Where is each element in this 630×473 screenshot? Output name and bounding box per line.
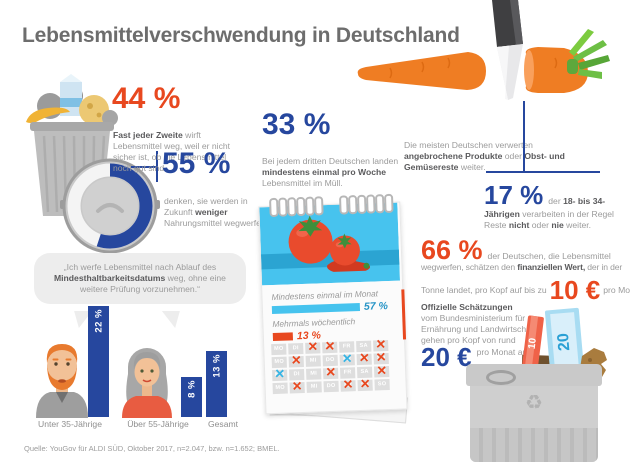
calendar-cell: SO <box>374 379 390 391</box>
official-line: gehen pro Kopf von rund <box>421 335 516 345</box>
stat-44-bold: Fast jeder Zweite <box>113 129 183 140</box>
bar-value-label: 13 % <box>211 354 222 378</box>
stat-17-value: 17 % <box>484 179 544 210</box>
x-mark-icon: × <box>274 365 285 383</box>
recycle-icon: ♻ <box>525 392 543 414</box>
stat-55-value: 55 % <box>162 147 231 180</box>
stat-33-value: 33 % <box>262 108 331 141</box>
spiral-ring <box>383 193 394 214</box>
connector-line-17-h <box>486 171 600 173</box>
calendar-cell: MO × <box>272 365 288 383</box>
x-mark-icon: × <box>376 362 387 380</box>
x-mark-icon: × <box>308 338 318 356</box>
gauge-arc <box>67 163 153 249</box>
recycle-bin-lid <box>466 364 602 386</box>
calendar-cell: MI <box>306 381 322 393</box>
stat-10eur-value: 10 € <box>549 275 601 305</box>
x-mark-icon: × <box>358 349 370 368</box>
calendar-cell: SO × <box>373 362 390 380</box>
stat-17-text: 17 % der 18- bis 34-Jährigen verarbeiten … <box>484 179 614 230</box>
recycle-bin-icon: ♻ <box>470 386 598 462</box>
stat-66-row1: 66 % der Deutschen, die Lebensmittel <box>421 235 611 265</box>
stat-33-text: Bei jedem dritten Deutschen landen minde… <box>262 155 399 188</box>
cal-bar-1 <box>272 331 293 341</box>
calendar-cell: MI <box>305 355 321 367</box>
calendar-cell: DO × <box>323 363 339 382</box>
official-line: Ernährung und Landwirtschaft <box>421 324 536 334</box>
bar-value-label: 8 % <box>186 380 197 398</box>
bar-category-label: Unter 35-Jährige <box>37 419 102 429</box>
x-mark-icon: × <box>292 378 303 396</box>
calendar-cell: MI <box>306 368 322 380</box>
cal-bar-value: 57 % <box>363 299 389 313</box>
stat-66-row2: wegwerfen, schätzen den finanziellen Wer… <box>421 262 623 272</box>
calendar-cell: MO <box>271 343 287 356</box>
tomato-illustration <box>259 202 400 286</box>
speech-bubble: „Ich werfe Lebensmittel nach Ablauf des … <box>34 253 246 304</box>
bar-category-label: Gesamt <box>207 419 239 429</box>
stat-44-text: Fast jeder Zweite wirft Lebensmittel weg… <box>113 129 231 173</box>
cal-bar-0 <box>271 302 361 314</box>
stat-55-text: denken, sie werden in Zukunft weniger Na… <box>164 195 269 228</box>
calendar-red-edge <box>401 289 407 340</box>
reuse-text: Die meisten Deutschen verwerten angebroc… <box>404 139 565 172</box>
bin-ridges <box>470 428 598 462</box>
calendar-cell: DI × <box>288 352 304 370</box>
x-mark-icon: × <box>360 375 370 393</box>
stat-66-row3: Tonne landet, pro Kopf auf bis zu 10 € p… <box>421 275 630 305</box>
bar-0: 22 % <box>88 306 109 417</box>
x-mark-icon: × <box>342 350 352 368</box>
quote-text: „Ich werfe Lebensmittel nach Ablauf des … <box>54 262 226 294</box>
calendar-cell: MI × <box>305 338 321 356</box>
stat-44-value: 44 % <box>112 82 181 115</box>
official-value-row: 20 € pro Monat aus. <box>421 342 534 372</box>
connector-tick-55 <box>156 151 158 182</box>
source-note: Quelle: YouGov für ALDI SÜD, Oktober 201… <box>24 444 280 453</box>
bar-1: 8 % <box>181 377 202 417</box>
x-mark-icon: × <box>325 363 336 382</box>
official-heading: Offizielle Schätzungen <box>421 302 513 312</box>
calendar-cell: DO <box>323 380 339 393</box>
official-line: vom Bundesministerium für <box>421 313 526 323</box>
stat-20eur-value: 20 € <box>421 342 472 372</box>
calendar-cell: MO <box>272 382 288 395</box>
woman-avatar <box>122 348 172 418</box>
x-mark-icon: × <box>342 376 354 394</box>
trash-lid-gauge-icon <box>60 158 160 254</box>
bar-category-label: Über 55-Jährige <box>127 419 189 429</box>
calendar-cell: DI × <box>289 378 305 396</box>
trash-can-icon <box>26 74 118 216</box>
stat-66-value: 66 % <box>421 235 483 265</box>
calendar-cell: SA × <box>356 350 372 367</box>
calendar-cell: FR × <box>339 350 355 368</box>
calendar-icon: Mindestens einmal im Monat 57 % Mehrmals… <box>256 193 410 438</box>
x-mark-icon: × <box>324 337 336 356</box>
carrot-knife-icon <box>357 0 610 100</box>
spiral-ring <box>314 196 324 216</box>
calendar-cell: SA × <box>357 375 373 393</box>
man-avatar <box>36 344 88 418</box>
page-title: Lebensmittelverschwendung in Deutschland <box>22 24 460 47</box>
bar-2: 13 % <box>206 351 227 417</box>
x-mark-icon: × <box>291 352 302 370</box>
connector-line-55 <box>131 166 157 168</box>
connector-line-17-v <box>523 101 525 171</box>
calendar-cell: FR × <box>340 376 356 394</box>
bin-handle-hole <box>486 370 516 385</box>
calendar-cell: DO × <box>322 337 338 356</box>
calendar-grid: MO DI MI × DO × FR SA SO × MO DI × MI DO FR × SA × SO × MO × DI… <box>271 336 392 396</box>
bar-value-label: 22 % <box>93 309 104 333</box>
speech-bubble-tail <box>161 311 185 328</box>
